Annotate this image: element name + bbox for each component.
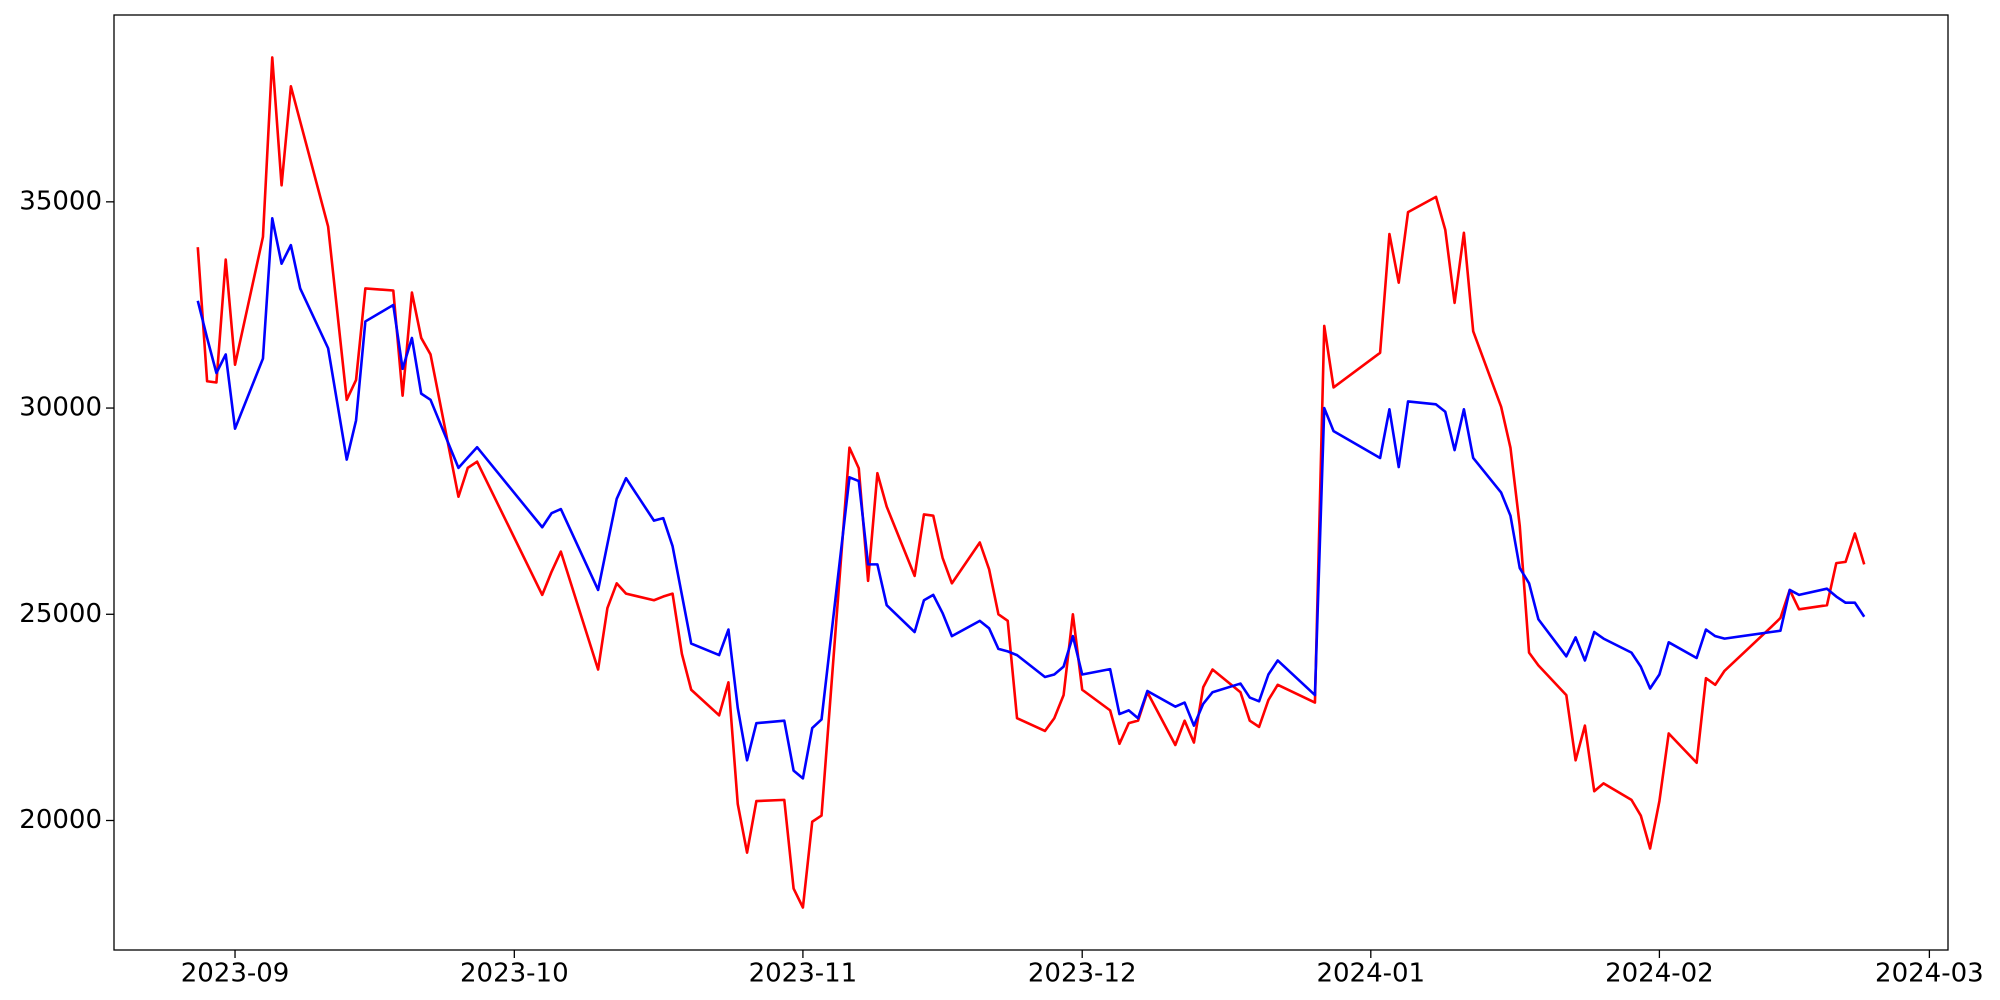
y-tick-label: 30000 — [19, 393, 102, 423]
y-tick-label: 25000 — [19, 599, 102, 629]
y-tick-label: 20000 — [19, 805, 102, 835]
x-tick-label: 2023-09 — [181, 959, 290, 989]
plot-frame — [113, 14, 1949, 951]
x-tick-label: 2024-02 — [1605, 959, 1714, 989]
y-tick-label: 35000 — [19, 186, 102, 216]
series-line — [196, 217, 1866, 780]
x-tick-label: 2024-03 — [1875, 959, 1984, 989]
x-tick-label: 2023-11 — [749, 959, 858, 989]
series-line — [196, 56, 1866, 909]
x-tick-label: 2023-12 — [1028, 959, 1137, 989]
x-tick-label: 2023-10 — [460, 959, 569, 989]
x-tick-label: 2024-01 — [1316, 959, 1425, 989]
